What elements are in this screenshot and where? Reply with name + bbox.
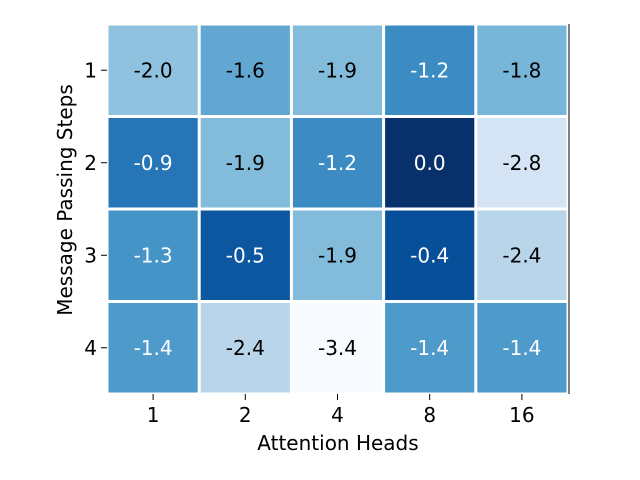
heatmap-cell-r4-c2 [200, 303, 290, 393]
cell-label-r3-c1: -1.3 [134, 243, 173, 267]
cell-label-r3-c3: -1.9 [318, 243, 357, 267]
cell-label-r4-c5: -1.4 [502, 336, 541, 360]
heatmap-cells [108, 25, 567, 393]
heatmap-cell-r2-c5 [477, 118, 567, 208]
heatmap-cell-r1-c4 [385, 25, 475, 115]
cell-label-r1-c5: -1.8 [502, 58, 541, 82]
heatmap-cell-r1-c1 [108, 25, 198, 115]
heatmap-cell-r1-c2 [200, 25, 290, 115]
x-tick-label-4: 8 [423, 403, 436, 427]
heatmap-cell-r2-c2 [200, 118, 290, 208]
cell-label-r3-c4: -0.4 [410, 243, 449, 267]
heatmap-cell-r4-c4 [385, 303, 475, 393]
cell-label-r2-c1: -0.9 [134, 151, 173, 175]
cell-label-r1-c4: -1.2 [410, 58, 449, 82]
x-tick-label-5: 16 [509, 403, 534, 427]
heatmap-cell-r3-c2 [200, 210, 290, 300]
x-tick-label-2: 2 [239, 403, 252, 427]
cell-label-r1-c3: -1.9 [318, 58, 357, 82]
x-axis-ticks: 1 2 4 8 16 [147, 394, 535, 427]
x-tick-label-1: 1 [147, 403, 160, 427]
y-tick-label-2: 2 [84, 151, 97, 175]
heatmap-cell-r1-c5 [477, 25, 567, 115]
heatmap-cell-r3-c4 [385, 210, 475, 300]
heatmap-cell-r3-c5 [477, 210, 567, 300]
cell-label-r2-c4: 0.0 [414, 151, 446, 175]
y-tick-label-1: 1 [84, 58, 97, 82]
heatmap-cell-r3-c1 [108, 210, 198, 300]
heatmap-cell-r3-c3 [292, 210, 383, 300]
cell-label-r2-c2: -1.9 [226, 151, 265, 175]
cell-label-r4-c4: -1.4 [410, 336, 449, 360]
heatmap-cell-labels: -2.0 -1.6 -1.9 -1.2 -1.8 -0.9 -1.9 -1.2 0.0 -2.8 -… [134, 58, 542, 360]
heatmap-cell-r4-c5 [477, 303, 567, 393]
x-tick-label-3: 4 [331, 403, 344, 427]
y-tick-label-4: 4 [84, 336, 97, 360]
cell-label-r4-c1: -1.4 [134, 336, 173, 360]
y-axis-label: Message Passing Steps [53, 84, 77, 316]
heatmap-cell-r4-c3 [292, 303, 383, 393]
x-axis-label: Attention Heads [257, 431, 418, 455]
heatmap-cell-r2-c1 [108, 118, 198, 208]
cell-label-r3-c5: -2.4 [502, 243, 541, 267]
heatmap-cell-r2-c3 [292, 118, 383, 208]
cell-label-r3-c2: -0.5 [226, 243, 265, 267]
cell-label-r1-c1: -2.0 [134, 58, 173, 82]
cell-label-r4-c3: -3.4 [318, 336, 357, 360]
heatmap-cell-r4-c1 [108, 303, 198, 393]
cell-label-r1-c2: -1.6 [226, 58, 265, 82]
y-tick-label-3: 3 [84, 243, 97, 267]
cell-label-r2-c5: -2.8 [502, 151, 541, 175]
heatmap-cell-r1-c3 [292, 25, 383, 115]
heatmap-cell-r2-c4 [385, 118, 475, 208]
cell-label-r2-c3: -1.2 [318, 151, 357, 175]
y-axis-ticks: 1 2 3 4 [84, 58, 107, 360]
cell-label-r4-c2: -2.4 [226, 336, 265, 360]
